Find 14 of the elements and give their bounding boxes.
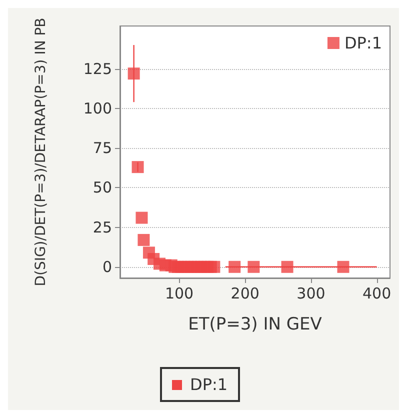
y-tick-label: 50 bbox=[92, 178, 112, 197]
y-axis-title: D(SIG)/DET(P=3)/DETARAP(P=3) IN PB bbox=[33, 18, 49, 286]
y-tick-label: 75 bbox=[92, 139, 112, 158]
y-tick-label: 25 bbox=[92, 218, 112, 236]
x-tick-label: 200 bbox=[230, 284, 260, 302]
text: DP:1 bbox=[190, 375, 228, 394]
legend-label: DP:1 bbox=[344, 34, 382, 52]
x-axis-title: ET(P=3) IN GEV bbox=[188, 314, 322, 334]
y-tick-label: 100 bbox=[83, 99, 112, 118]
x-tick-label: 300 bbox=[296, 284, 326, 302]
y-tick-label: 0 bbox=[102, 258, 112, 276]
y-tick-label: 125 bbox=[83, 60, 112, 78]
x-tick-label: 400 bbox=[362, 284, 392, 302]
x-tick-label: 100 bbox=[164, 284, 194, 302]
